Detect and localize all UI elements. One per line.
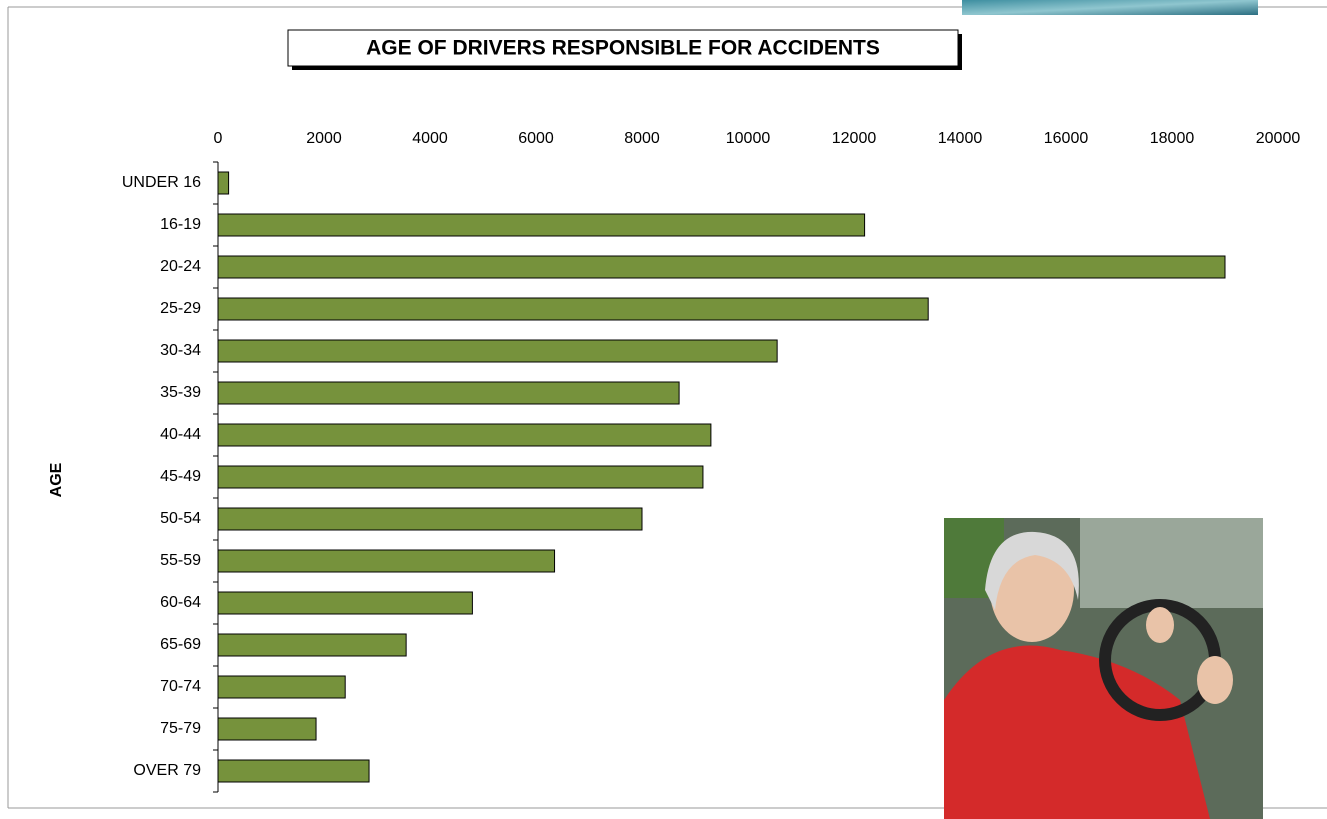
x-tick-label: 0 <box>214 130 223 147</box>
y-tick-label: 35-39 <box>160 384 201 401</box>
bar <box>218 550 555 572</box>
y-tick-label: 60-64 <box>160 594 201 611</box>
y-tick-label: 70-74 <box>160 678 201 695</box>
y-tick-label: 40-44 <box>160 426 201 443</box>
y-tick-label: 50-54 <box>160 510 201 527</box>
bar <box>218 718 316 740</box>
y-tick-label: 55-59 <box>160 552 201 569</box>
y-tick-label: OVER 79 <box>133 762 201 779</box>
y-tick-label: 75-79 <box>160 720 201 737</box>
bar <box>218 214 865 236</box>
bar <box>218 340 777 362</box>
y-tick-label: 20-24 <box>160 258 201 275</box>
y-tick-label: 16-19 <box>160 216 201 233</box>
chart: AGE OF DRIVERS RESPONSIBLE FOR ACCIDENTS… <box>0 0 1327 819</box>
bar <box>218 760 369 782</box>
y-tick-label: 65-69 <box>160 636 201 653</box>
bar <box>218 424 711 446</box>
x-tick-label: 10000 <box>726 130 771 147</box>
y-tick-label: 30-34 <box>160 342 201 359</box>
x-tick-label: 20000 <box>1256 130 1301 147</box>
bar <box>218 466 703 488</box>
y-axis-title: AGE <box>48 462 65 497</box>
bar <box>218 172 229 194</box>
bar <box>218 508 642 530</box>
bar <box>218 634 406 656</box>
x-tick-label: 6000 <box>518 130 554 147</box>
bar <box>218 592 472 614</box>
x-tick-label: 2000 <box>306 130 342 147</box>
x-tick-label: 8000 <box>624 130 660 147</box>
bar <box>218 382 679 404</box>
x-tick-label: 12000 <box>832 130 877 147</box>
y-tick-label: 25-29 <box>160 300 201 317</box>
x-tick-label: 18000 <box>1150 130 1195 147</box>
y-tick-label: UNDER 16 <box>122 174 201 191</box>
header-image <box>962 0 1258 15</box>
driver-photo <box>944 518 1263 819</box>
bar <box>218 298 928 320</box>
y-tick-label: 45-49 <box>160 468 201 485</box>
bar <box>218 256 1225 278</box>
bar <box>218 676 345 698</box>
x-tick-label: 14000 <box>938 130 983 147</box>
x-tick-label: 16000 <box>1044 130 1089 147</box>
chart-title: AGE OF DRIVERS RESPONSIBLE FOR ACCIDENTS <box>366 37 880 60</box>
x-tick-label: 4000 <box>412 130 448 147</box>
